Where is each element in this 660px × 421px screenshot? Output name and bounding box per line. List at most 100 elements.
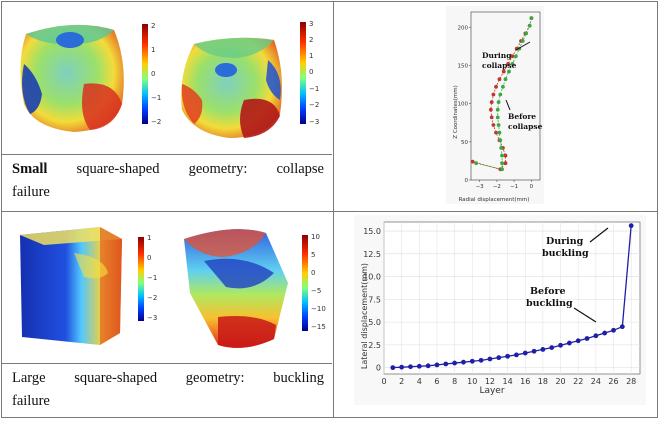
x-tick-label: 0: [530, 184, 534, 190]
arrow-before: [573, 307, 597, 323]
data-point: [531, 348, 537, 354]
data-point: [602, 330, 608, 336]
data-point: [499, 146, 504, 150]
small-geometry-shape-2: [181, 37, 282, 138]
colorbar-tick: −2: [309, 101, 319, 109]
data-point: [489, 100, 494, 105]
radial-displacement-chart: −3 −2 −1 0 0 50 100 150 200 Z Coordinates(mm) Ra…: [446, 6, 544, 204]
colorbar-tick: −15: [311, 323, 326, 331]
data-point: [496, 100, 501, 105]
colorbar-tick: 0: [147, 254, 151, 262]
x-tick-label: 0: [381, 377, 386, 386]
annotation-during-buckling-2: buckling: [542, 248, 589, 259]
x-tick-label: 2: [399, 377, 404, 386]
x-tick-label: 26: [608, 377, 618, 386]
annotation-during-collapse-2: collapse: [482, 61, 517, 70]
x-tick-label: 16: [520, 377, 530, 386]
data-point: [452, 360, 458, 366]
data-point: [497, 77, 502, 82]
y-tick-label: 15.0: [363, 227, 381, 236]
column-divider: [333, 2, 334, 417]
data-point: [500, 167, 504, 172]
data-point: [489, 115, 494, 120]
data-point: [470, 159, 475, 164]
colorbar-tick: −2: [151, 118, 161, 126]
data-point: [494, 130, 498, 135]
x-axis-label: Layer: [479, 386, 504, 396]
small-geometry-deformation-images: 2 1 0 −1 −2 3 2 1 0 −1: [4, 4, 331, 152]
data-point: [501, 69, 506, 74]
colorbar-tick: −1: [151, 94, 161, 102]
data-point: [469, 358, 475, 364]
data-point: [529, 16, 534, 21]
series-line: [392, 225, 632, 369]
data-point: [507, 69, 511, 74]
data-point: [503, 161, 508, 166]
data-point: [500, 161, 504, 166]
data-point: [494, 84, 498, 89]
series-line: [476, 18, 532, 170]
data-point: [498, 92, 503, 97]
data-point: [416, 363, 422, 369]
x-tick-label: 20: [555, 377, 565, 386]
data-point: [540, 347, 546, 352]
row1-caption-divider: [2, 154, 332, 155]
data-point: [500, 153, 504, 158]
data-point: [390, 365, 396, 371]
data-point: [558, 342, 563, 348]
x-tick-label: 24: [591, 377, 601, 386]
data-point: [488, 107, 493, 112]
data-point: [474, 161, 479, 166]
data-point: [434, 362, 440, 368]
annotation-before-collapse-2: collapse: [508, 122, 543, 131]
data-point: [425, 363, 431, 369]
large-geometry-shape-1: [20, 227, 122, 345]
x-tick-label: 28: [626, 377, 636, 386]
data-point: [566, 340, 572, 346]
colorbar-tick: −10: [311, 305, 326, 313]
colorbar-tick: 3: [309, 20, 313, 28]
data-point: [593, 333, 599, 339]
data-point: [495, 115, 500, 120]
data-point: [491, 92, 496, 97]
data-point: [628, 223, 634, 229]
colorbar-tick: 2: [309, 36, 313, 44]
row-divider: [2, 211, 657, 212]
data-point: [491, 123, 496, 127]
y-tick-label: 100: [458, 102, 469, 108]
x-tick-label: 8: [452, 377, 457, 386]
caption-line: failure: [12, 184, 50, 200]
data-point: [506, 62, 510, 66]
caption-text: square-shaped geometry: collapse: [47, 161, 324, 177]
colorbar-tick: 1: [147, 234, 151, 242]
colorbar-tick: 0: [311, 269, 315, 277]
row2-caption-divider: [2, 363, 332, 364]
x-tick-label: 4: [417, 377, 422, 386]
data-point: [478, 357, 484, 363]
x-axis-label: Radial displacement(mm): [459, 197, 530, 203]
x-tick-label: 6: [434, 377, 439, 386]
y-tick-label: 7.5: [368, 295, 381, 304]
data-point: [522, 350, 528, 356]
data-point: [524, 31, 529, 36]
x-tick-label: −2: [493, 184, 501, 190]
data-point: [510, 62, 515, 66]
large-geometry-colorbar-2: 10 5 0 −5 −10 −15: [302, 233, 326, 331]
colorbar-tick: −2: [147, 294, 157, 302]
x-tick-label: 18: [538, 377, 548, 386]
y-tick-label: 12.5: [363, 250, 381, 259]
data-point: [575, 338, 581, 344]
caption-line: Large square-shaped geometry: buckling: [12, 370, 324, 386]
y-axis-label: Lateral displacement(mm): [360, 263, 369, 369]
large-geometry-caption: Large square-shaped geometry: buckling f…: [12, 367, 324, 413]
data-point: [514, 352, 519, 358]
large-geometry-colorbar-1: 1 0 −1 −2 −3: [138, 234, 157, 322]
colorbar-tick: 0: [309, 68, 313, 76]
colorbar-tick: 10: [311, 233, 320, 241]
caption-line: Small square-shaped geometry: collapse: [12, 158, 324, 181]
data-point: [510, 54, 515, 59]
x-tick-label: −1: [510, 184, 518, 190]
y-tick-label: 0: [465, 178, 469, 184]
colorbar-tick: 1: [309, 52, 313, 60]
data-point: [408, 364, 413, 370]
